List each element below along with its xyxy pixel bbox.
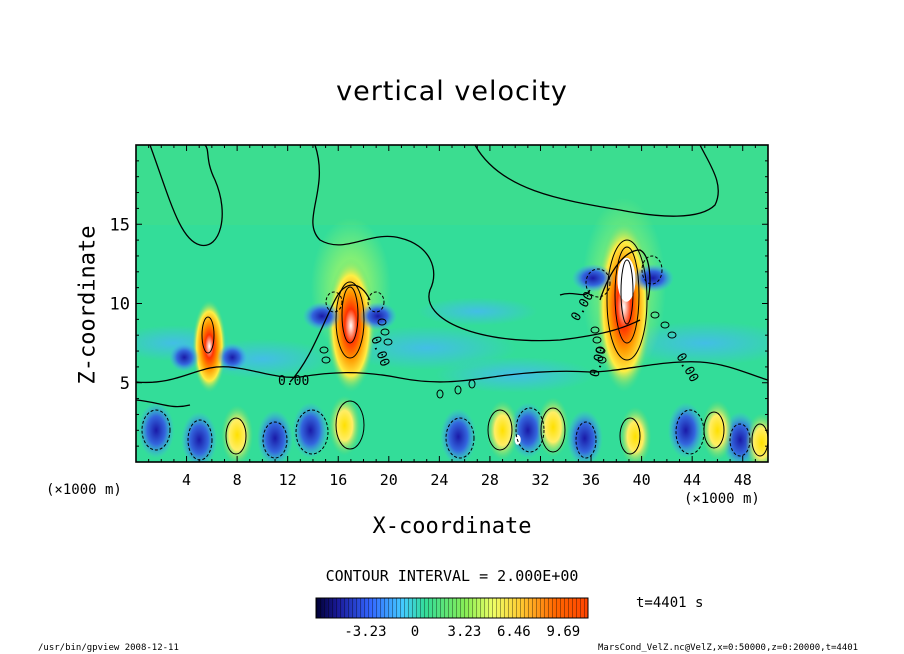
time-label: t=4401 s (636, 595, 704, 611)
updraft-cell (745, 412, 768, 462)
x-tick-label: 44 (683, 471, 701, 489)
x-tick-label: 16 (329, 471, 347, 489)
downdraft-patch (417, 297, 538, 326)
x-unit-label-left: (×1000 m) (46, 482, 122, 498)
updraft-cell (221, 405, 254, 462)
x-axis-label: X-coordinate (372, 514, 532, 539)
convective-core (192, 299, 227, 393)
core-downdraft (571, 264, 614, 293)
contour-label: 0.00 (278, 374, 309, 389)
updraft-cell (328, 395, 361, 456)
x-axis: 4 8 12 16 20 24 28 32 36 40 44 48 (148, 145, 756, 489)
field-area: 0.00 0.00 0.00 0.00 0.00 (136, 145, 768, 462)
downdraft-cell (566, 410, 603, 462)
downdraft-patch (336, 325, 517, 370)
x-tick-label: 36 (582, 471, 600, 489)
core-downdraft (169, 343, 200, 372)
x-tick-label: 4 (182, 471, 191, 489)
x-tick-label: 28 (481, 471, 499, 489)
colorbar-label: -3.23 (344, 624, 386, 640)
downdraft-cell (257, 410, 294, 462)
x-tick-label: 20 (380, 471, 398, 489)
x-tick-label: 48 (734, 471, 752, 489)
downdraft-cell (667, 402, 704, 459)
colorbar-label: 6.46 (497, 624, 531, 640)
colorbar-label: 9.69 (546, 624, 580, 640)
x-unit-label-right: (×1000 m) (684, 491, 760, 507)
colorbar-label: 3.23 (448, 624, 482, 640)
x-tick-label: 12 (279, 471, 297, 489)
footer-program: /usr/bin/gpview 2008-12-11 (38, 643, 179, 653)
x-tick-label: 24 (430, 471, 448, 489)
y-axis: 5 10 15 (110, 160, 768, 447)
y-tick-label: 15 (110, 215, 130, 235)
contour-lines (136, 145, 768, 408)
x-tick-label: 8 (233, 471, 242, 489)
core-downdraft (302, 302, 341, 331)
contour-interval-label: CONTOUR INTERVAL = 2.000E+00 (325, 567, 579, 585)
footer-source: MarsCond_VelZ.nc@VelZ,x=0:50000,z=0:2000… (598, 643, 859, 653)
convective-core (326, 258, 376, 393)
core-downdraft (358, 302, 397, 331)
core-downdraft (217, 343, 248, 372)
downdraft-cell (440, 408, 477, 462)
downdraft-cell (181, 411, 218, 462)
y-axis-label: Z-coordinate (75, 225, 101, 385)
updraft-cell (486, 400, 519, 461)
x-tick-label: 32 (531, 471, 549, 489)
chart-title: vertical velocity (336, 76, 568, 107)
updraft-cell (619, 406, 652, 462)
downdraft-patch (435, 356, 596, 393)
colorbar: -3.23 0 3.23 6.46 9.69 (315, 597, 589, 640)
updraft-cell (701, 400, 734, 461)
y-tick-label: 5 (120, 374, 130, 394)
y-tick-label: 10 (110, 295, 130, 315)
x-tick-label: 40 (633, 471, 651, 489)
downdraft-cell (292, 402, 329, 459)
colorbar-label: 0 (411, 624, 419, 640)
updraft-cell (537, 397, 570, 458)
field-blobs (136, 197, 768, 462)
